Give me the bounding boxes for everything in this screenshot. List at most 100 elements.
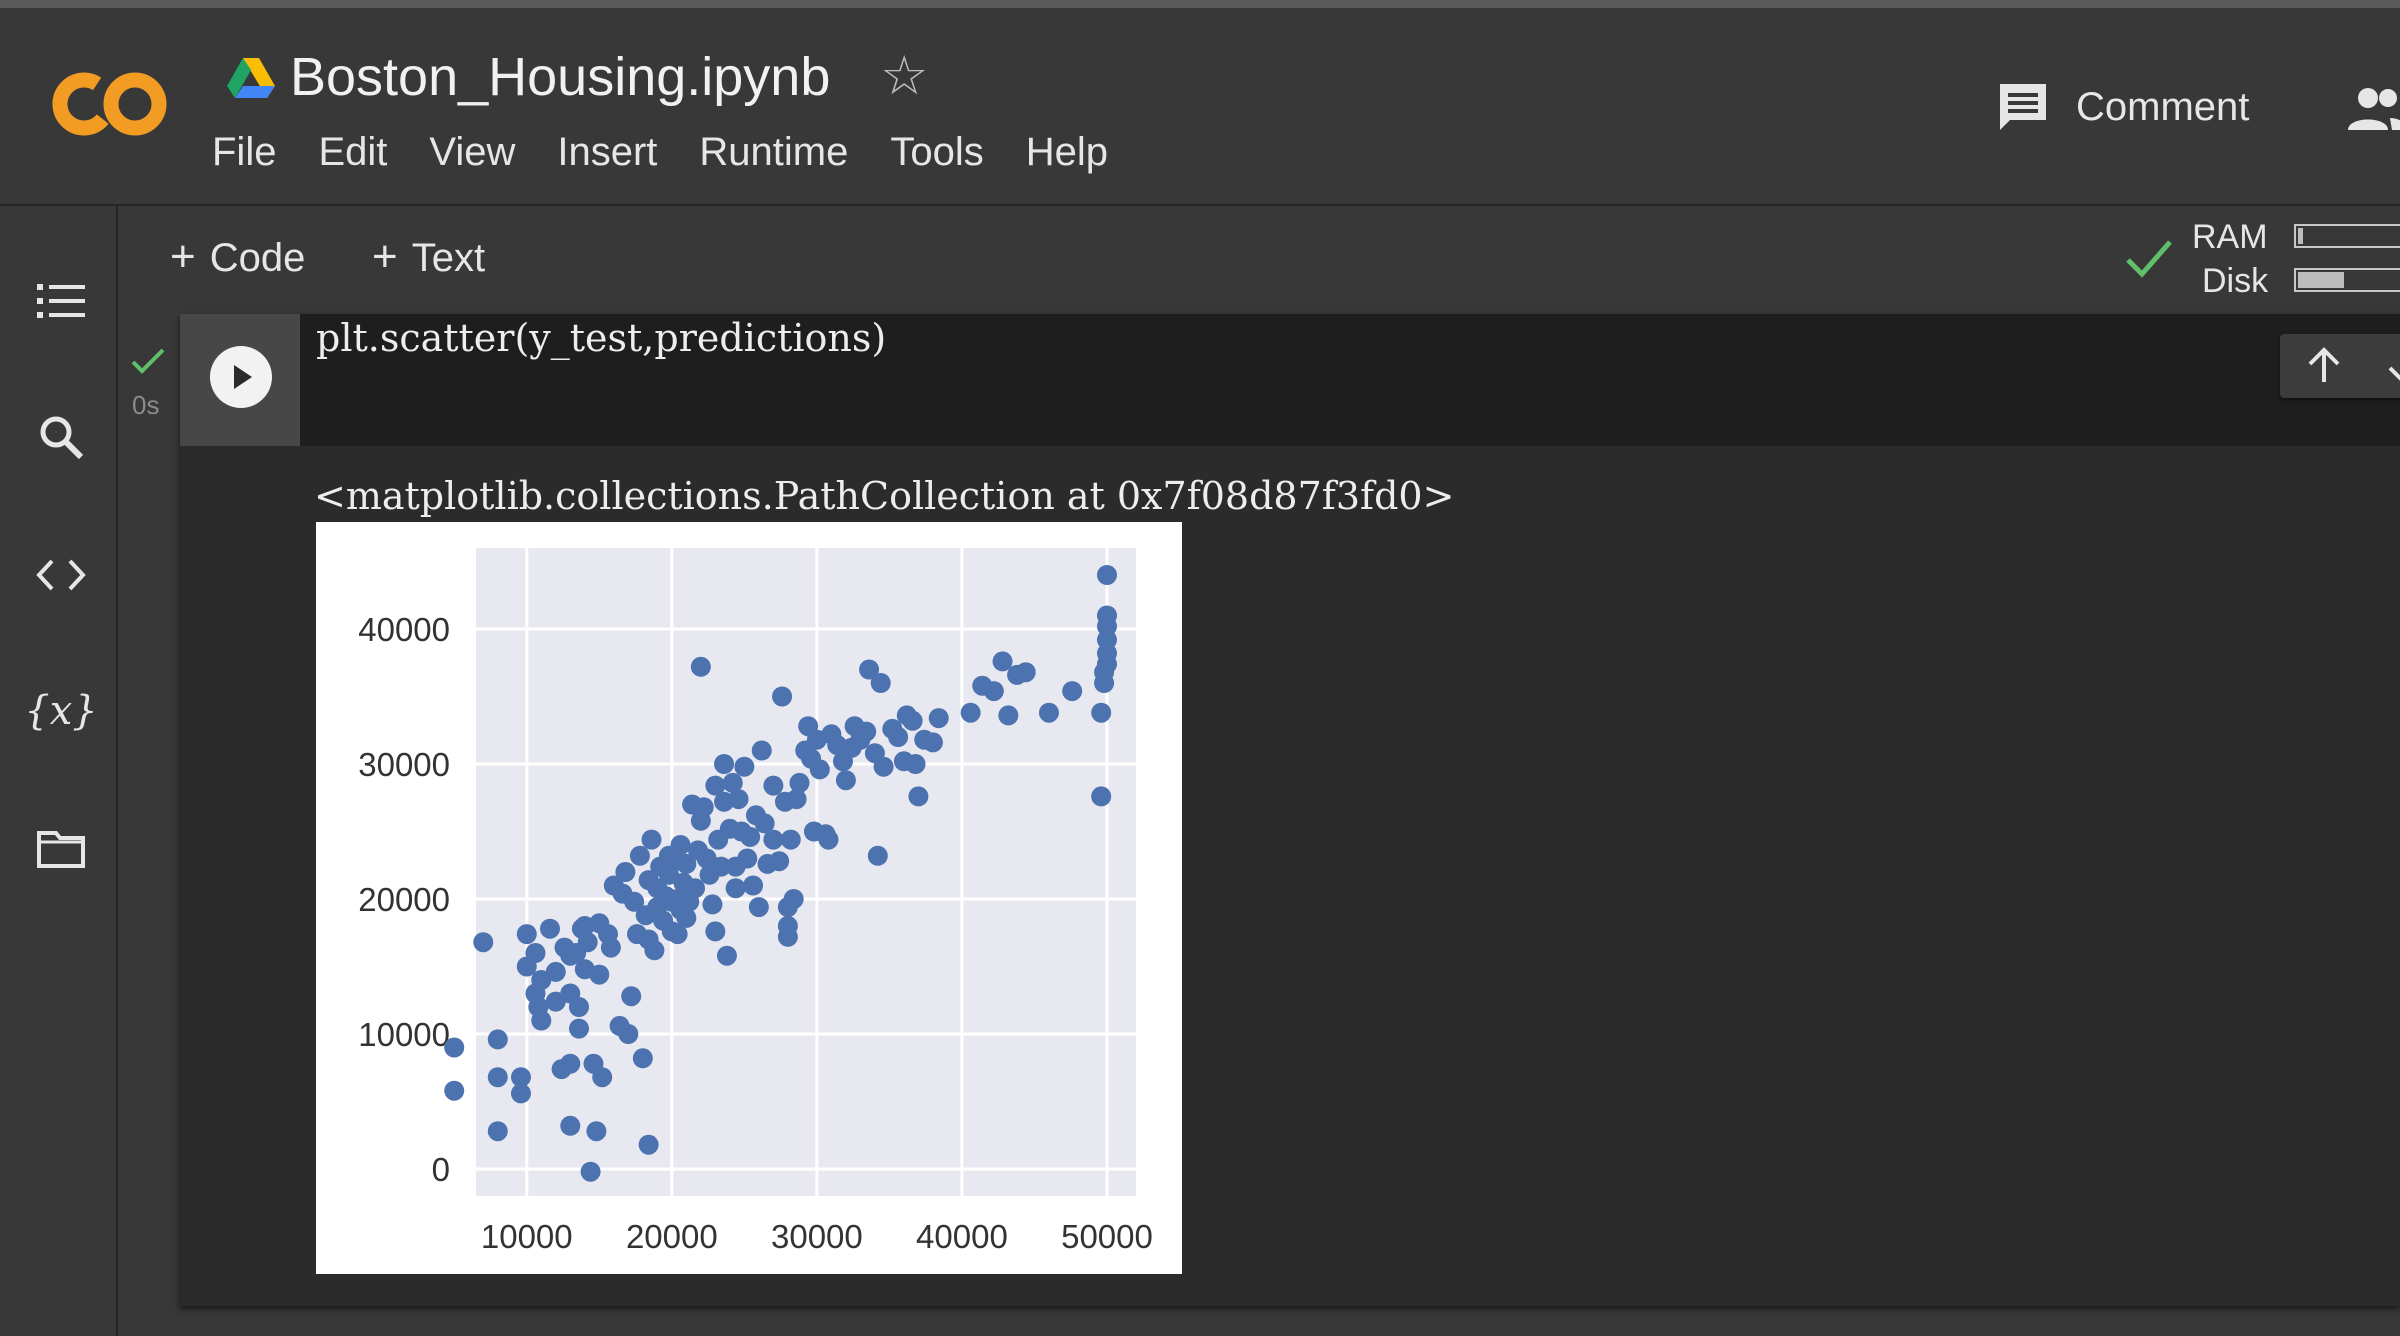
- disk-label: Disk: [2202, 262, 2269, 300]
- cell-gutter: [180, 314, 300, 446]
- scatter-point: [473, 932, 494, 953]
- scatter-point: [444, 1037, 465, 1058]
- y-tick-label: 0: [432, 1151, 450, 1188]
- add-code-label: Code: [209, 236, 306, 280]
- scatter-point: [902, 710, 923, 731]
- scatter-point: [545, 961, 566, 982]
- variables-icon[interactable]: {x}: [24, 688, 98, 734]
- connected-check-icon: [2126, 240, 2172, 278]
- menu-insert[interactable]: Insert: [557, 130, 658, 174]
- scatter-point: [693, 797, 714, 818]
- move-up-icon[interactable]: [2304, 346, 2344, 386]
- add-text-label: Text: [411, 236, 486, 280]
- scatter-point: [716, 945, 737, 966]
- scatter-point: [751, 740, 772, 761]
- scatter-point: [1096, 605, 1117, 626]
- scatter-point: [835, 770, 856, 791]
- plot-area: [476, 548, 1136, 1196]
- comment-icon: [2000, 84, 2046, 130]
- colab-logo[interactable]: [40, 58, 180, 148]
- exec-time: 0s: [132, 390, 160, 420]
- menu-bar: File Edit View Insert Runtime Tools Help: [210, 130, 1129, 175]
- x-tick-label: 20000: [626, 1218, 718, 1255]
- scatter-point: [1015, 662, 1036, 683]
- menu-edit[interactable]: Edit: [318, 130, 388, 174]
- plus-icon: +: [372, 232, 398, 281]
- scatter-point: [670, 835, 691, 855]
- scatter-point: [737, 848, 758, 869]
- scatter-point: [763, 829, 784, 850]
- search-icon[interactable]: [30, 406, 92, 468]
- scatter-point: [983, 681, 1004, 702]
- menu-runtime[interactable]: Runtime: [699, 130, 849, 174]
- scatter-point: [888, 727, 909, 747]
- google-drive-icon[interactable]: [226, 56, 276, 100]
- scatter-point: [992, 651, 1013, 672]
- cell-output-text: <matplotlib.collections.PathCollection a…: [314, 474, 1455, 518]
- notebook-title[interactable]: Boston_Housing.ipynb: [290, 47, 831, 107]
- exec-success-check-icon: [131, 348, 165, 374]
- disk-meter: [2294, 268, 2400, 292]
- ram-meter: [2294, 224, 2400, 248]
- scatter-point: [487, 1029, 508, 1050]
- scatter-point: [621, 986, 642, 1007]
- scatter-point: [516, 924, 537, 945]
- scatter-point: [856, 721, 877, 742]
- resources-indicator[interactable]: RAM Disk: [2008, 206, 2400, 314]
- scatter-point: [676, 907, 697, 928]
- add-text-button[interactable]: + Text: [372, 232, 485, 282]
- scatter-point: [577, 932, 598, 953]
- menu-tools[interactable]: Tools: [890, 130, 984, 174]
- scatter-point: [667, 924, 688, 945]
- share-people-icon[interactable]: [2346, 84, 2400, 134]
- files-icon[interactable]: [30, 818, 92, 880]
- scatter-point: [705, 775, 726, 796]
- star-icon[interactable]: ☆: [880, 46, 929, 106]
- scatter-point: [586, 1121, 607, 1142]
- code-snippets-icon[interactable]: [30, 544, 92, 606]
- scatter-point: [859, 659, 880, 680]
- move-down-icon[interactable]: [2384, 346, 2400, 386]
- ram-label: RAM: [2192, 218, 2268, 256]
- header: Boston_Housing.ipynb ☆ File Edit View In…: [0, 8, 2400, 206]
- comment-button[interactable]: Comment: [1996, 80, 2249, 134]
- code-cell: plt.scatter(y_test,predictions) <matplot…: [180, 314, 2400, 1306]
- scatter-point: [510, 1083, 531, 1104]
- menu-file[interactable]: File: [212, 130, 277, 174]
- scatter-chart-svg: 10000 20000 30000 40000 50000 0 10000 20000 3000…: [358, 548, 1153, 1255]
- scatter-point: [998, 705, 1019, 726]
- x-tick-label: 50000: [1061, 1218, 1153, 1255]
- x-tick-label: 30000: [771, 1218, 863, 1255]
- scatter-point: [705, 921, 726, 942]
- ram-meter-fill: [2298, 228, 2303, 244]
- scatter-point: [714, 754, 735, 774]
- menu-view[interactable]: View: [429, 130, 516, 174]
- x-tick-label: 40000: [916, 1218, 1008, 1255]
- scatter-point: [702, 894, 723, 915]
- scatter-point: [789, 772, 810, 793]
- disk-meter-fill: [2298, 272, 2344, 288]
- menu-help[interactable]: Help: [1025, 130, 1109, 174]
- scatter-point: [592, 1067, 613, 1088]
- scatter-point: [780, 829, 801, 850]
- scatter-point: [748, 897, 769, 918]
- scatter-point: [754, 813, 775, 834]
- code-line[interactable]: plt.scatter(y_test,predictions): [316, 316, 887, 360]
- y-tick-label: 30000: [358, 746, 450, 783]
- scatter-point: [725, 878, 746, 899]
- add-code-button[interactable]: + Code: [170, 232, 305, 282]
- scatter-point: [905, 754, 926, 774]
- scatter-point: [873, 756, 894, 777]
- table-of-contents-icon[interactable]: [30, 270, 92, 332]
- scatter-point: [722, 772, 743, 793]
- code-editor[interactable]: plt.scatter(y_test,predictions): [300, 314, 2400, 446]
- scatter-point: [786, 789, 807, 810]
- scatter-point: [908, 786, 929, 807]
- scatter-point: [525, 943, 546, 963]
- scatter-point: [568, 997, 589, 1017]
- run-cell-button[interactable]: [210, 346, 272, 408]
- scatter-point: [867, 845, 888, 866]
- scatter-point: [615, 862, 636, 882]
- scatter-point: [629, 845, 650, 866]
- scatter-point: [560, 1053, 581, 1074]
